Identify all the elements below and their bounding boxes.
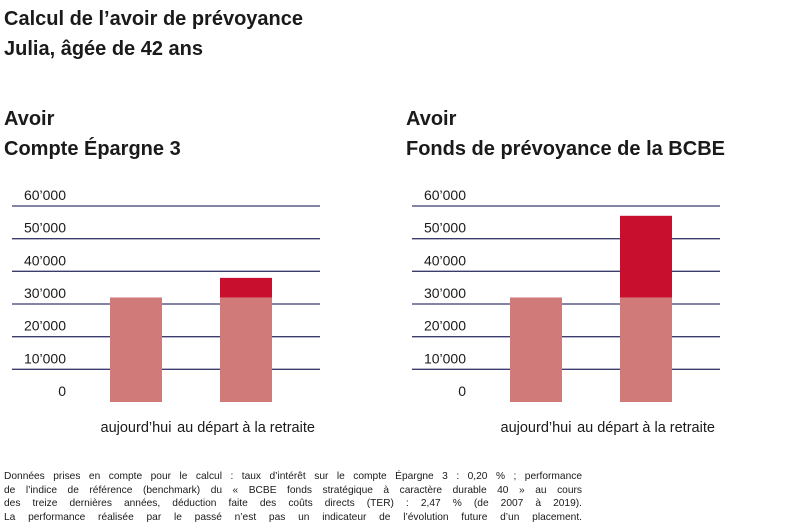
y-tick-label: 20’000	[424, 318, 466, 334]
footnote: Données prises en compte pour le calcul …	[4, 470, 582, 524]
y-tick-label: 10’000	[24, 350, 66, 366]
chart-1-title-line-2: Compte Épargne 3	[4, 138, 181, 160]
y-tick-label: 50’000	[24, 220, 66, 236]
bar-2-segment-2	[220, 277, 272, 298]
chart-2-title-line-2: Fonds de prévoyance de la BCBE	[406, 138, 725, 160]
chart-1-title: Avoir Compte Épargne 3	[4, 104, 394, 164]
footnote-line-2: de l’indice de référence (benchmark) du …	[4, 484, 582, 496]
page-title: Calcul de l’avoir de prévoyance Julia, â…	[4, 4, 604, 64]
chart-2-title-line-1: Avoir	[406, 108, 457, 130]
footnote-line-3: des treize dernières années, déduction f…	[4, 498, 582, 509]
y-tick-label: 20’000	[24, 318, 66, 334]
x-category-label: au départ à la retraite	[577, 420, 715, 436]
y-tick-label: 50’000	[424, 220, 466, 236]
bar-2-segment-1	[220, 297, 272, 402]
bar-1-segment-1	[510, 297, 562, 402]
page-title-line-2: Julia, âgée de 42 ans	[4, 38, 203, 60]
y-tick-label: 60’000	[24, 187, 66, 203]
bar-1-segment-1	[110, 297, 162, 402]
y-tick-label: 40’000	[424, 252, 466, 268]
footnote-line-4: La performance réalisée par le passé n’e…	[4, 511, 582, 523]
page-title-line-1: Calcul de l’avoir de prévoyance	[4, 8, 304, 30]
chart-2-title: Avoir Fonds de prévoyance de la BCBE	[406, 104, 796, 164]
bar-2-segment-1	[620, 297, 672, 402]
y-tick-label: 30’000	[24, 285, 66, 301]
chart-compte-epargne-3: 60’000 50’000 40’000 30’000 20’000 10’000 0 auj…	[12, 187, 320, 436]
x-category-label: aujourd’hui	[501, 420, 572, 436]
y-tick-label: 0	[58, 383, 66, 399]
bar-2-segment-2	[620, 215, 672, 298]
x-category-label: aujourd’hui	[101, 420, 172, 436]
x-category-label: au départ à la retraite	[177, 420, 315, 436]
y-tick-label: 30’000	[424, 285, 466, 301]
y-tick-label: 60’000	[424, 187, 466, 203]
y-tick-label: 10’000	[424, 350, 466, 366]
chart-1-title-line-1: Avoir	[4, 108, 55, 130]
y-tick-label: 0	[458, 383, 466, 399]
chart-fonds-prevoyance-bcbe: 60’000 50’000 40’000 30’000 20’000 10’000 0 auj…	[412, 187, 720, 436]
y-tick-label: 40’000	[24, 252, 66, 268]
footnote-line-1: Données prises en compte pour le calcul …	[4, 471, 582, 482]
